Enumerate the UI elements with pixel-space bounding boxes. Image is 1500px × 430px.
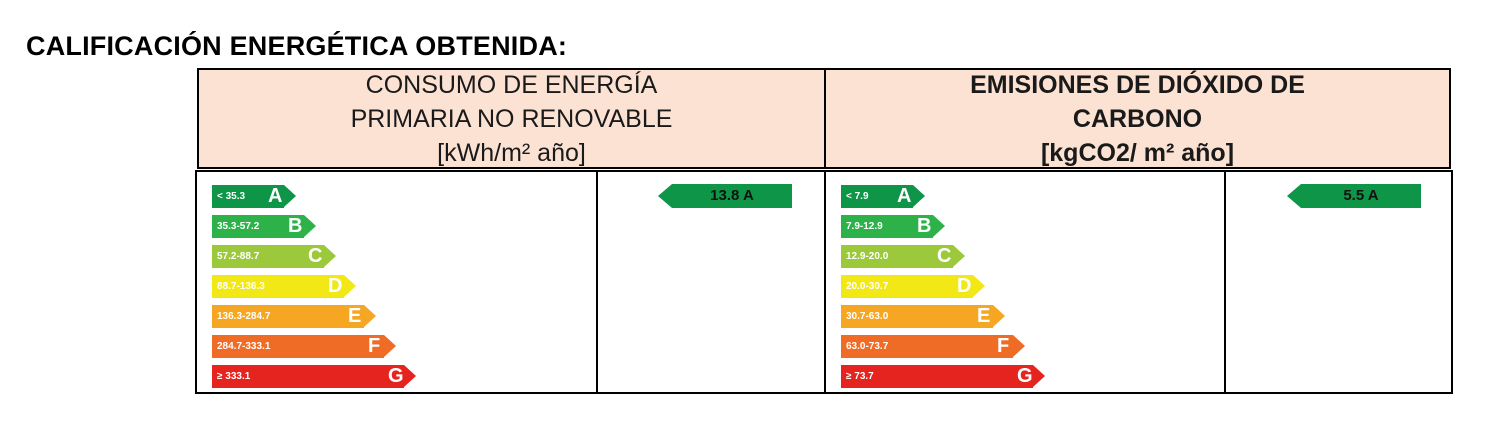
emissions-bar-letter: A <box>897 185 912 207</box>
emissions-bar-range: ≥ 73.7 <box>846 371 874 382</box>
emissions-bar-arrow <box>993 305 1005 327</box>
page-title: CALIFICACIÓN ENERGÉTICA OBTENIDA: <box>26 31 568 61</box>
energy-header-line-1: CONSUMO DE ENERGÍA <box>365 70 658 99</box>
energy-bar-letter: F <box>368 335 381 357</box>
emissions-bar-range: 12.9-20.0 <box>846 251 889 262</box>
emissions-bar-arrow <box>1013 335 1025 357</box>
emissions-bar-b: 7.9-12.9 B <box>841 215 945 238</box>
energy-bar-range: 88.7-136.3 <box>217 281 265 292</box>
energy-bar-range: 57.2-88.7 <box>217 251 260 262</box>
emissions-bar-letter: D <box>957 275 972 297</box>
emissions-bar-e: 30.7-63.0 E <box>841 305 1005 328</box>
emissions-bar-arrow <box>913 185 925 207</box>
energy-bar-range: 284.7-333.1 <box>217 341 271 352</box>
energy-bar-d: 88.7-136.3 D <box>212 275 356 298</box>
emissions-indicator-arrow <box>1287 184 1301 208</box>
emissions-rating-value: 5.5 A <box>1301 184 1421 208</box>
energy-bar-b: 35.3-57.2 B <box>212 215 316 238</box>
emissions-header-line-1: EMISIONES DE DIÓXIDO DE <box>970 70 1305 99</box>
energy-bar-range: < 35.3 <box>217 191 246 202</box>
energy-header-unit: [kWh/m² año] <box>437 138 586 167</box>
emissions-bar-arrow <box>973 275 985 297</box>
emissions-bar-letter: B <box>917 215 932 237</box>
emissions-bar-range: 7.9-12.9 <box>846 221 883 232</box>
emissions-bar-g: ≥ 73.7 G <box>841 365 1045 388</box>
energy-bar-range: ≥ 333.1 <box>217 371 251 382</box>
emissions-bar-a: < 7.9 A <box>841 185 925 208</box>
energy-indicator-arrow <box>658 184 672 208</box>
energy-bar-a: < 35.3 A <box>212 185 296 208</box>
emissions-header-line-2: CARBONO <box>1072 104 1203 133</box>
emissions-bar-d: 20.0-30.7 D <box>841 275 985 298</box>
energy-bar-arrow <box>364 305 376 327</box>
emissions-bar-arrow <box>1033 365 1045 387</box>
emissions-bar-letter: G <box>1017 365 1033 387</box>
energy-bar-letter: B <box>288 215 303 237</box>
energy-rating-value: 13.8 A <box>672 184 792 208</box>
energy-bar-f: 284.7-333.1 F <box>212 335 396 358</box>
energy-rating-indicator: 13.8 A <box>658 184 792 208</box>
emissions-bar-c: 12.9-20.0 C <box>841 245 965 268</box>
emissions-header-unit: [kgCO2/ m² año] <box>1040 138 1235 167</box>
energy-consumption-header: CONSUMO DE ENERGÍA PRIMARIA NO RENOVABLE… <box>197 68 826 169</box>
energy-bar-range: 136.3-284.7 <box>217 311 271 322</box>
energy-bar-arrow <box>304 215 316 237</box>
emissions-bar-range: 30.7-63.0 <box>846 311 889 322</box>
emissions-bar-f: 63.0-73.7 F <box>841 335 1025 358</box>
energy-bar-arrow <box>404 365 416 387</box>
energy-bar-letter: E <box>348 305 362 327</box>
energy-bar-letter: D <box>328 275 343 297</box>
co2-emissions-header: EMISIONES DE DIÓXIDO DE CARBONO [kgCO2/ … <box>824 68 1451 169</box>
energy-bar-arrow <box>384 335 396 357</box>
emissions-bar-arrow <box>933 215 945 237</box>
emissions-bar-letter: F <box>997 335 1010 357</box>
emissions-bar-arrow <box>953 245 965 267</box>
emissions-bar-letter: E <box>977 305 991 327</box>
energy-bar-arrow <box>344 275 356 297</box>
energy-header-line-2: PRIMARIA NO RENOVABLE <box>350 104 673 133</box>
energy-bar-arrow <box>324 245 336 267</box>
energy-bar-letter: C <box>308 245 323 267</box>
energy-bar-e: 136.3-284.7 E <box>212 305 376 328</box>
energy-bar-c: 57.2-88.7 C <box>212 245 336 268</box>
energy-bar-range: 35.3-57.2 <box>217 221 260 232</box>
emissions-rating-indicator: 5.5 A <box>1287 184 1421 208</box>
energy-bar-letter: G <box>388 365 404 387</box>
energy-bar-arrow <box>284 185 296 207</box>
emissions-bar-range: 20.0-30.7 <box>846 281 889 292</box>
energy-bar-letter: A <box>268 185 283 207</box>
emissions-bar-letter: C <box>937 245 952 267</box>
emissions-bar-range: 63.0-73.7 <box>846 341 889 352</box>
energy-bar-g: ≥ 333.1 G <box>212 365 416 388</box>
emissions-bar-range: < 7.9 <box>846 191 869 202</box>
